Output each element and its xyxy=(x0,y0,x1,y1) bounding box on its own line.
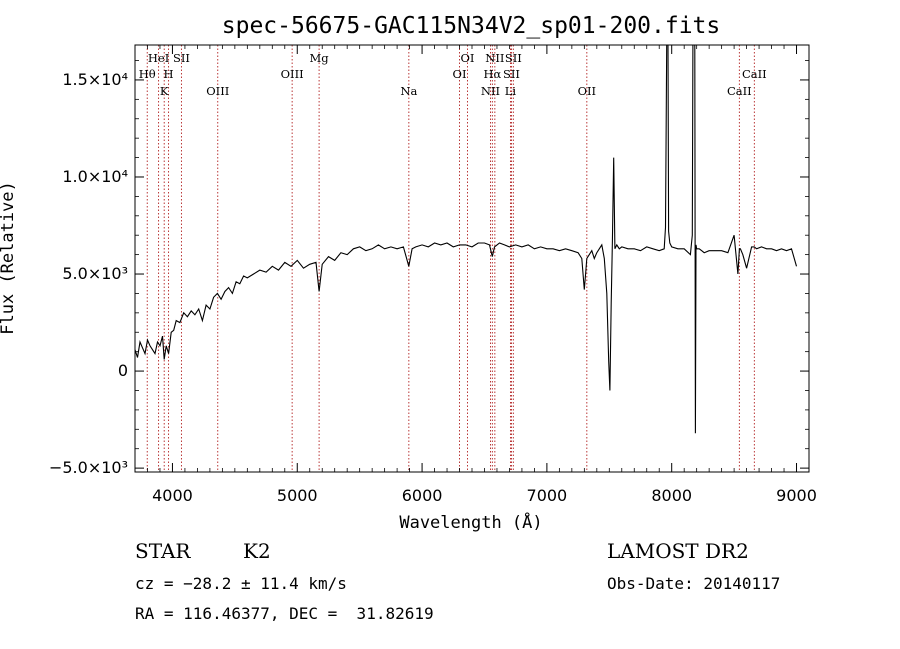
spectrum-series xyxy=(135,45,798,434)
line-marker-label: NII xyxy=(485,51,504,65)
line-marker-label: HeI xyxy=(148,51,169,65)
line-marker-label: H xyxy=(164,67,174,81)
observation-date: Obs-Date: 20140117 xyxy=(607,574,781,593)
line-marker-label: OI xyxy=(461,51,475,65)
y-tick-label: 5.0×10³ xyxy=(62,264,128,283)
sky-coordinates: RA = 116.46377, DEC = 31.82619 xyxy=(135,604,434,623)
x-axis-label: Wavelength (Å) xyxy=(399,511,542,533)
line-marker-label: SII xyxy=(505,51,522,65)
line-marker-label: Hα xyxy=(483,67,501,81)
line-marker-label: OIII xyxy=(206,84,229,98)
line-marker-label: OII xyxy=(578,84,597,98)
line-marker-label: NII xyxy=(481,84,500,98)
y-tick-label: 0 xyxy=(118,361,128,380)
y-tick-label: 1.5×10⁴ xyxy=(62,70,128,89)
redshift-velocity: cz = −28.2 ± 11.4 km/s xyxy=(135,574,347,593)
line-marker-label: K xyxy=(160,84,169,98)
line-marker-label: OIII xyxy=(281,67,304,81)
x-tick-label: 4000 xyxy=(152,486,193,505)
line-marker-label: Na xyxy=(400,84,417,98)
line-marker-label: CaII xyxy=(742,67,767,81)
spectral-subclass: K2 xyxy=(243,539,271,563)
x-tick-label: 5000 xyxy=(277,486,318,505)
line-marker-label: Li xyxy=(505,84,517,98)
object-type: STAR xyxy=(135,539,191,563)
survey-name: LAMOST DR2 xyxy=(607,539,749,563)
spectrum-line xyxy=(135,45,798,434)
line-marker-label: CaII xyxy=(727,84,752,98)
line-markers xyxy=(146,45,755,472)
y-tick-label: 1.0×10⁴ xyxy=(62,167,128,186)
chart-title: spec-56675-GAC115N34V2_sp01-200.fits xyxy=(222,13,721,39)
x-tick-label: 8000 xyxy=(651,486,692,505)
x-tick-label: 7000 xyxy=(527,486,568,505)
line-marker-label: Mg xyxy=(310,51,330,65)
line-marker-labels: Hθ HeI KH SII OIII OIII Mg Na OI OI NII Hα NII Li SII S… xyxy=(139,51,767,98)
line-marker-label: Hθ xyxy=(139,67,156,81)
line-marker-label: SII xyxy=(173,51,190,65)
x-tick-label: 6000 xyxy=(402,486,443,505)
y-tick-label: −5.0×10³ xyxy=(49,458,128,477)
line-marker-label: SII xyxy=(503,67,520,81)
y-axis: −5.0×10³ 0 5.0×10³ 1.0×10⁴ 1.5×10⁴ xyxy=(49,60,809,477)
x-axis: 4000 5000 6000 7000 8000 9000 xyxy=(134,45,817,505)
x-tick-label: 9000 xyxy=(776,486,817,505)
line-marker-label: OI xyxy=(453,67,467,81)
y-axis-label: Flux (Relative) xyxy=(0,181,18,335)
plot-frame xyxy=(134,44,810,473)
